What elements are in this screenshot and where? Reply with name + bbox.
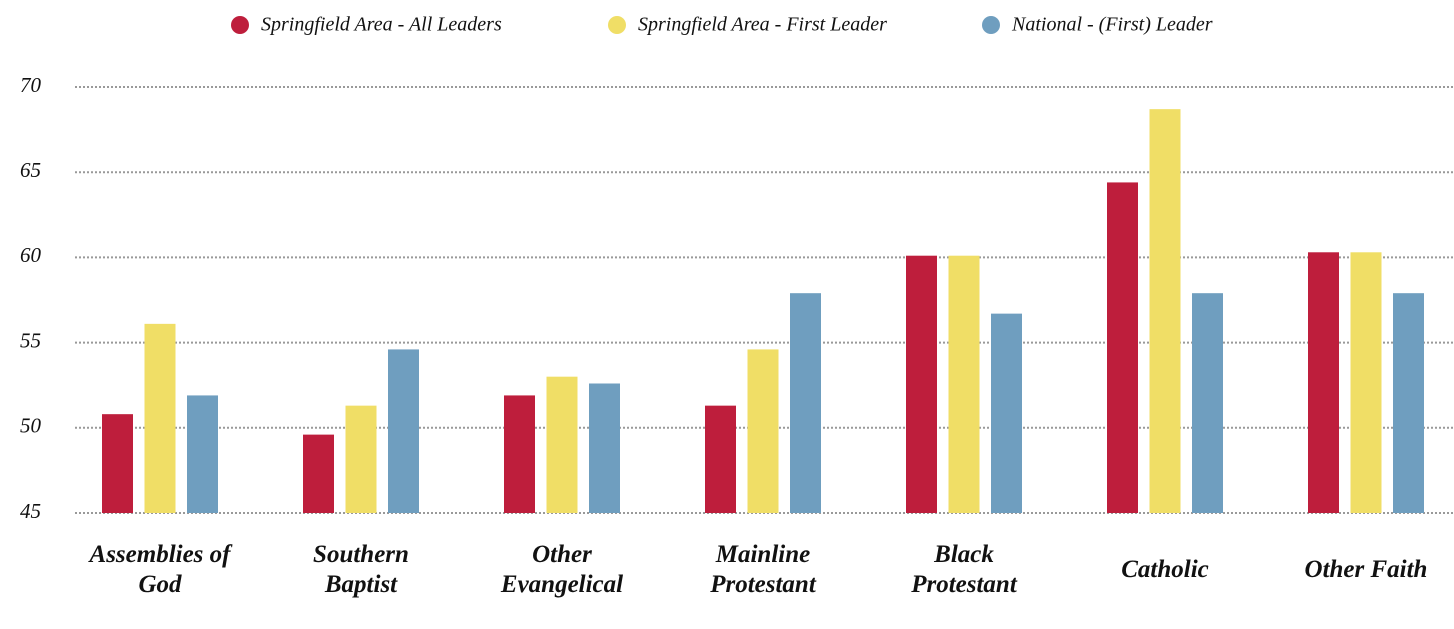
- legend-label: National - (First) Leader: [1011, 14, 1213, 36]
- bar: [1308, 252, 1339, 513]
- bar: [187, 395, 218, 513]
- bar: [790, 293, 821, 513]
- bar: [1393, 293, 1424, 513]
- bar: [303, 434, 334, 513]
- bar: [546, 376, 578, 513]
- bar: [747, 349, 779, 513]
- x-tick-label: Mainline Protestant: [710, 541, 816, 598]
- legend-label: Springfield Area - First Leader: [638, 14, 887, 36]
- bar: [102, 414, 133, 513]
- y-tick-label: 55: [20, 328, 41, 352]
- x-tick-label: Southern Baptist: [313, 541, 409, 598]
- x-tick-label: Other Evangelical: [500, 541, 624, 598]
- bar: [991, 313, 1022, 513]
- bar: [1107, 182, 1138, 513]
- legend-marker: [982, 16, 1000, 34]
- bar: [1149, 109, 1181, 513]
- bar: [906, 255, 937, 514]
- bar: [504, 395, 535, 513]
- x-tick-label: Assemblies of God: [89, 541, 231, 598]
- legend-marker: [608, 16, 626, 34]
- bar: [948, 255, 980, 514]
- y-tick-label: 50: [20, 414, 42, 438]
- bar: [1350, 252, 1382, 513]
- legend-marker: [231, 16, 249, 34]
- bar: [144, 323, 176, 513]
- bar: [1192, 293, 1223, 513]
- bar: [345, 405, 377, 513]
- y-tick-label: 70: [20, 73, 42, 97]
- bar: [705, 405, 736, 513]
- x-tick-label: Black Protestant: [911, 541, 1017, 598]
- y-tick-label: 65: [20, 158, 41, 182]
- x-tick-label: Other Faith: [1304, 556, 1428, 583]
- legend-label: Springfield Area - All Leaders: [261, 14, 502, 36]
- bar: [589, 383, 620, 513]
- y-tick-label: 60: [20, 243, 42, 267]
- y-tick-label: 45: [20, 499, 41, 523]
- x-tick-label: Catholic: [1121, 556, 1209, 583]
- bar: [388, 349, 419, 513]
